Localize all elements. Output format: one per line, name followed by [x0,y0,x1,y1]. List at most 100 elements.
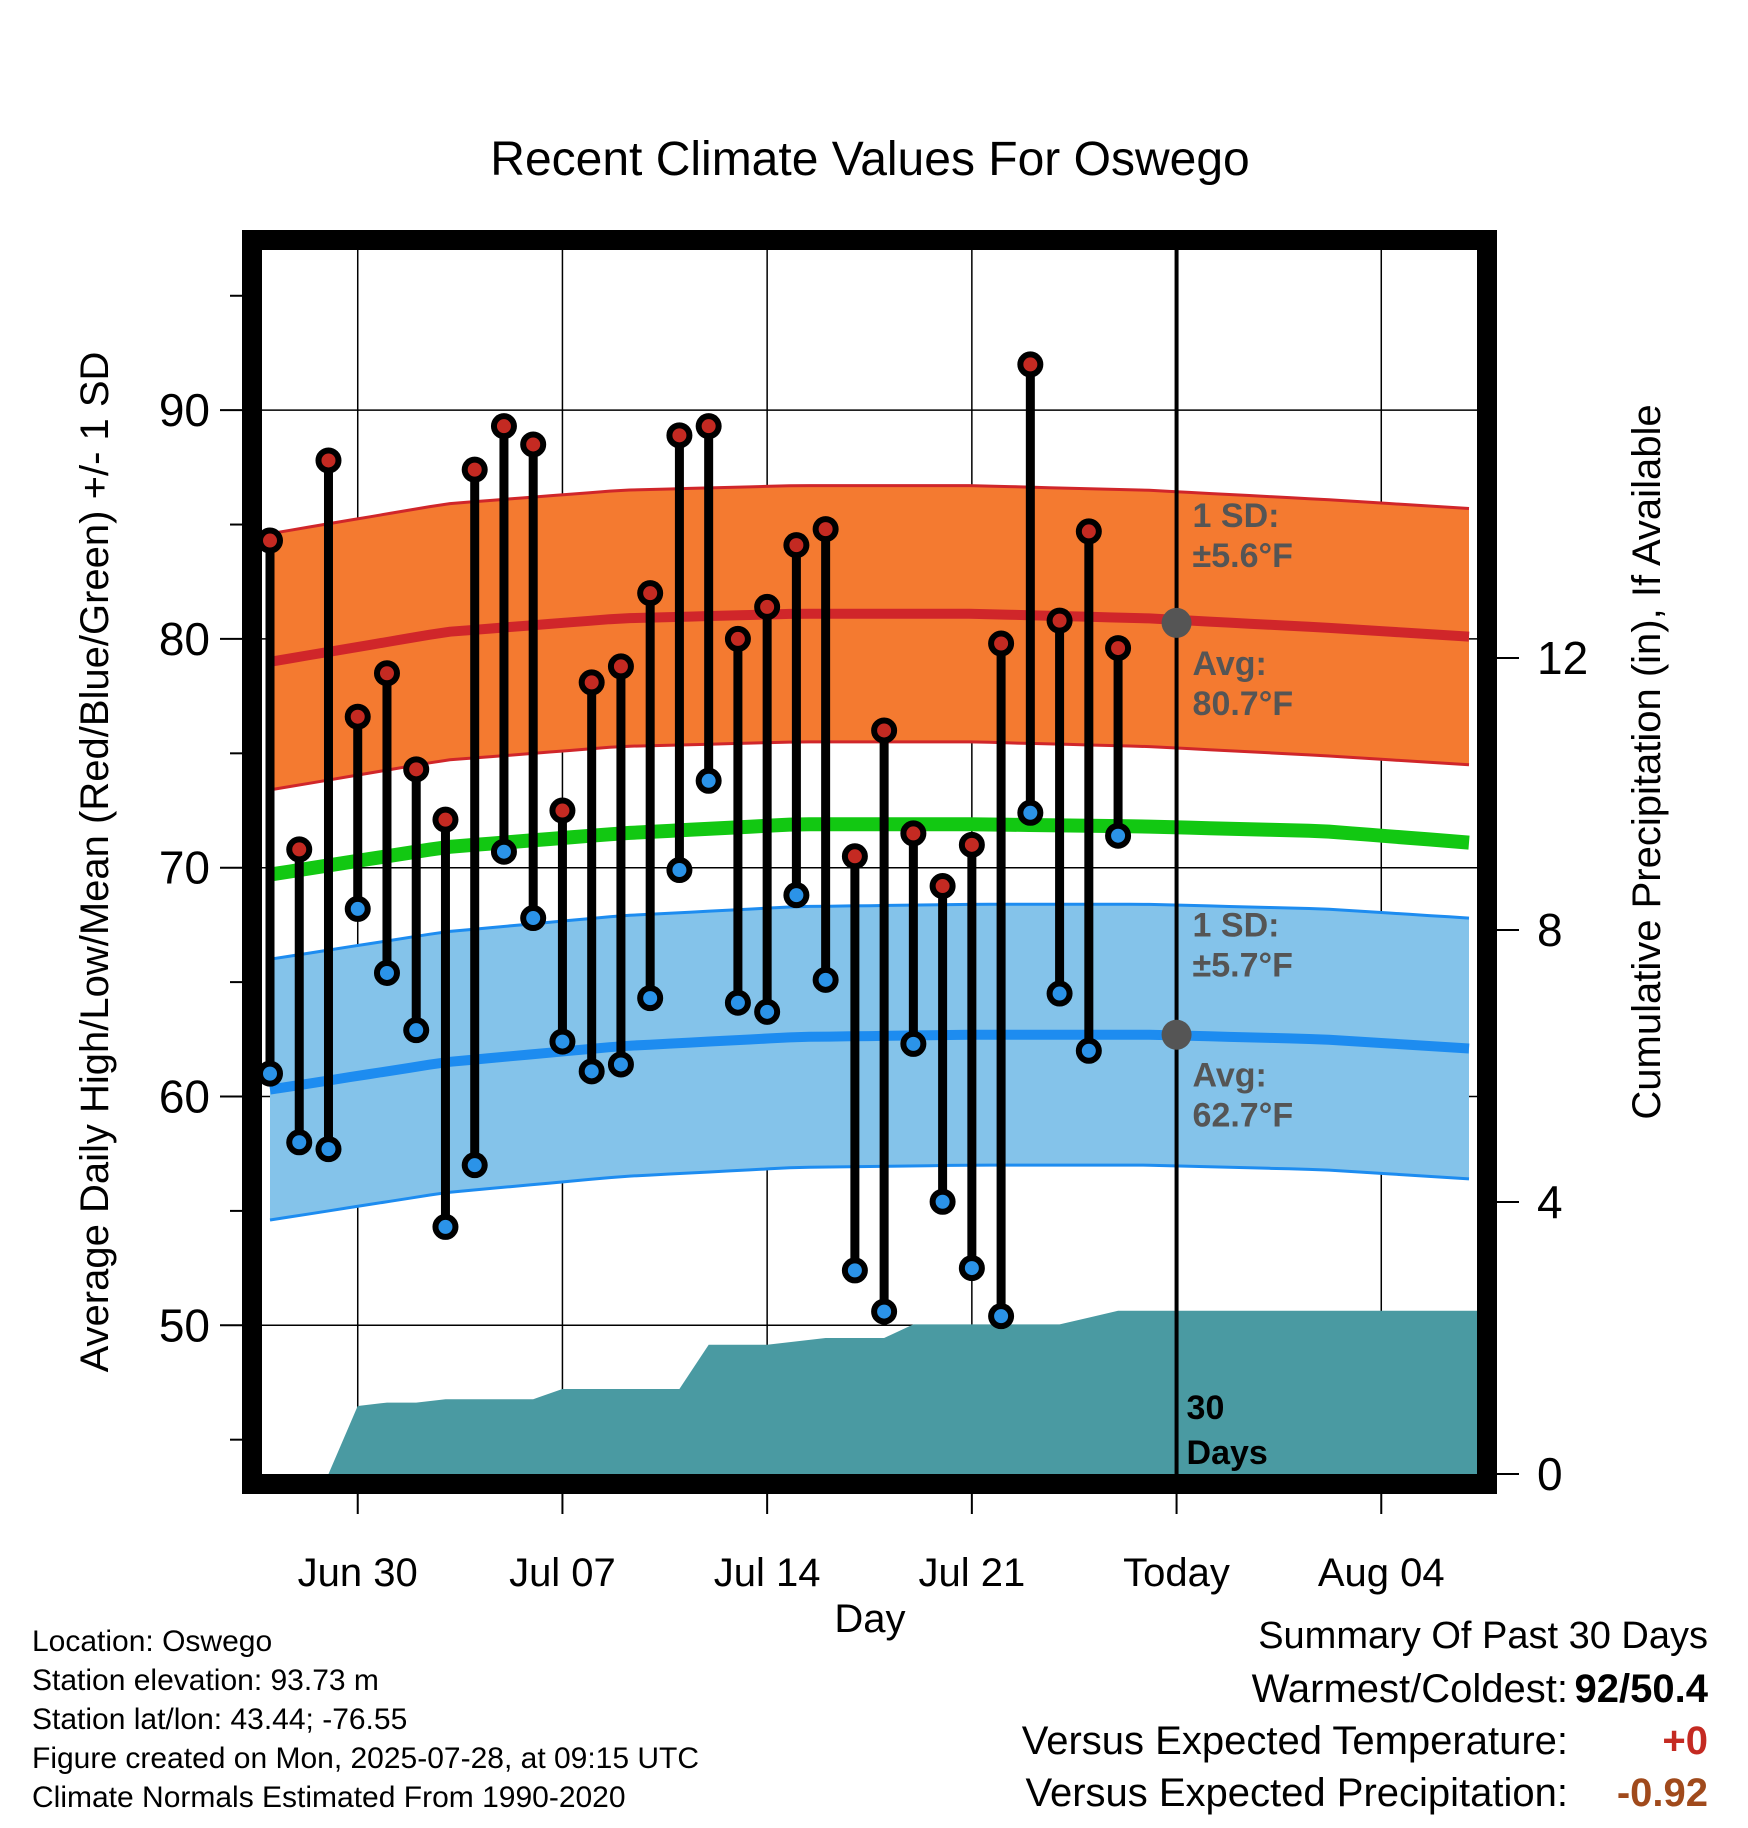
x-tick-label: Jul 14 [714,1551,821,1595]
x-tick-label: Jun 30 [298,1551,418,1595]
high-point [549,797,576,824]
high-point [432,806,459,833]
high-point [1075,518,1102,545]
high-avg-line [269,608,1470,667]
low-point [1105,822,1132,849]
precip-area [270,1310,1477,1474]
high-avg-label: Avg: [1193,645,1267,683]
summary-title: Summary Of Past 30 Days [1258,1615,1708,1657]
low-point [1075,1037,1102,1064]
latlon-text: Station lat/lon: 43.44; -76.55 [32,1703,408,1736]
high-point [520,431,547,458]
low-sd-value: ±5.7°F [1193,946,1293,984]
y-tick-label: 60 [159,1071,210,1123]
low-point [724,989,751,1016]
today-high-avg-marker [1161,607,1192,638]
high-point [871,717,898,744]
low-point [286,1129,313,1156]
y2-axis-label: Cumulative Precipitation (in), If Availa… [1625,404,1669,1119]
x-tick-label: Today [1123,1551,1230,1595]
precip-days-label: Days [1187,1434,1268,1472]
low-point [695,767,722,794]
precip-label: Versus Expected Precipitation: [1025,1771,1568,1815]
y-tick-label: 70 [159,842,210,894]
high-point [900,820,927,847]
low-point [958,1255,985,1282]
low-point [637,985,664,1012]
chart-title: Recent Climate Values For Oswego [490,133,1249,186]
precip-days-number: 30 [1187,1389,1225,1427]
high-point [724,625,751,652]
high-point [344,703,371,730]
low-point [578,1058,605,1085]
high-point [783,532,810,559]
low-avg-line [269,1029,1470,1095]
x-tick-label: Jul 21 [918,1551,1025,1595]
high-point [929,873,956,900]
high-point [607,653,634,680]
high-point [1105,635,1132,662]
low-point [666,857,693,884]
high-point [461,456,488,483]
high-point [578,669,605,696]
y-axis-label: Average Daily High/Low/Mean (Red/Blue/Gr… [73,352,117,1373]
high-point [286,836,313,863]
y-tick-label: 50 [159,1299,210,1351]
high-point [262,527,283,554]
created-text: Figure created on Mon, 2025-07-28, at 09… [32,1742,700,1775]
plot-area [262,250,1477,1474]
high-sd-lower-edge [269,740,1470,792]
low-point [344,895,371,922]
low-point [607,1051,634,1078]
low-point [520,905,547,932]
y2-tick-label: 8 [1537,904,1563,956]
station-info: Location: Oswego Station elevation: 93.7… [32,1622,699,1817]
y2-tick-label: 12 [1537,632,1588,684]
low-point [783,882,810,909]
precip-value: -0.92 [1616,1771,1708,1815]
low-avg-value: 62.7°F [1193,1097,1294,1135]
temp-label: Versus Expected Temperature: [1021,1719,1568,1763]
x-axis-label: Day [834,1597,905,1641]
high-point [315,447,342,474]
summary-panel: Summary Of Past 30 Days Warmest/Coldest:… [1022,1615,1708,1823]
low-point [432,1213,459,1240]
high-sd-band [270,485,1469,790]
low-point [490,838,517,865]
low-avg-label: Avg: [1193,1057,1267,1095]
elevation-text: Station elevation: 93.73 m [32,1664,379,1697]
high-avg-value: 80.7°F [1193,685,1294,723]
x-tick-label: Aug 04 [1318,1551,1445,1595]
today-low-avg-marker [1161,1019,1192,1050]
high-point [637,580,664,607]
high-sd-upper-edge [269,484,1470,536]
low-point [754,998,781,1025]
low-point [900,1030,927,1057]
high-point [754,593,781,620]
high-point [490,413,517,440]
low-point [549,1028,576,1055]
low-point [929,1188,956,1215]
plot-frame [242,230,1497,1494]
low-sd-label: 1 SD: [1193,906,1280,944]
low-point [871,1298,898,1325]
high-point [988,630,1015,657]
y-tick-label: 80 [159,613,210,665]
location-text: Location: Oswego [32,1625,273,1658]
low-point [812,966,839,993]
high-point [403,756,430,783]
y-tick-label: 90 [159,384,210,436]
low-point [373,959,400,986]
y2-tick-label: 4 [1537,1176,1563,1228]
low-sd-lower-edge [269,1163,1470,1222]
low-point [315,1136,342,1163]
high-sd-label: 1 SD: [1193,497,1280,535]
warm-cold-value: 92/50.4 [1574,1667,1708,1711]
high-point [1046,607,1073,634]
temp-value: +0 [1662,1719,1708,1763]
low-point [1017,799,1044,826]
high-point [666,422,693,449]
high-point [1017,351,1044,378]
low-sd-band [270,904,1469,1220]
